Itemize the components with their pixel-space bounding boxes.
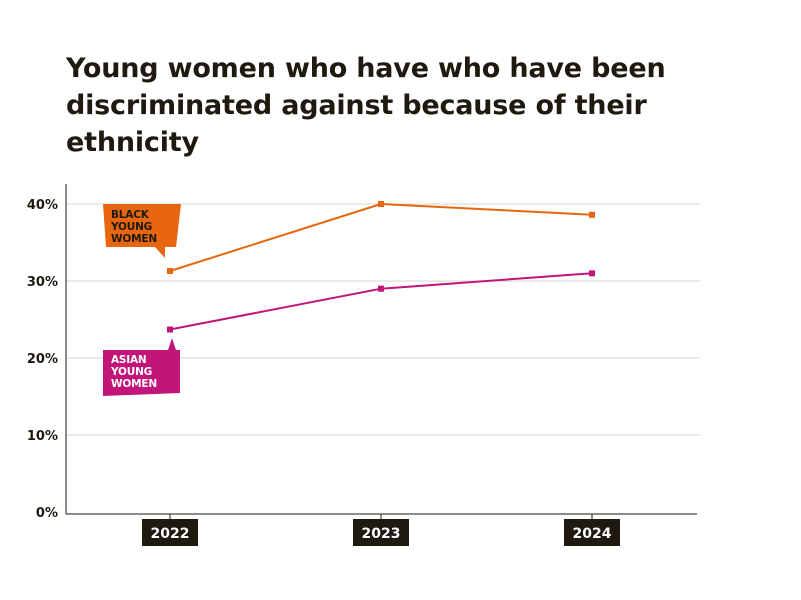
y-tick-label: 30% bbox=[27, 275, 58, 290]
series-line-1 bbox=[169, 272, 593, 331]
data-point-0-1 bbox=[378, 201, 384, 207]
x-tick-label: 2023 bbox=[362, 526, 401, 542]
y-tick-label: 20% bbox=[27, 352, 58, 367]
x-tick-2023: 2023 bbox=[353, 514, 409, 546]
y-tick-label: 0% bbox=[36, 506, 58, 521]
series-group bbox=[167, 201, 595, 333]
series-label-bubble bbox=[103, 204, 181, 258]
x-tick-2024: 2024 bbox=[564, 514, 620, 546]
x-axis-ticks: 2022 2023 2024 bbox=[142, 514, 620, 546]
data-point-0-0 bbox=[167, 267, 173, 274]
y-axis-ticks: 0% 10% 20% 30% 40% bbox=[27, 198, 58, 521]
series-label-text: WOMEN bbox=[111, 233, 157, 245]
series-label-text: YOUNG bbox=[110, 366, 152, 378]
x-tick-label: 2022 bbox=[151, 526, 190, 542]
series-label-text: YOUNG bbox=[110, 221, 152, 233]
data-point-1-0 bbox=[167, 326, 173, 333]
series-label-text: WOMEN bbox=[111, 378, 157, 390]
series-label-text: ASIAN bbox=[111, 354, 147, 366]
data-point-0-2 bbox=[589, 211, 595, 218]
y-tick-label: 40% bbox=[27, 198, 58, 213]
data-point-1-1 bbox=[378, 285, 384, 292]
x-tick-2022: 2022 bbox=[142, 514, 198, 546]
series-line-0 bbox=[169, 203, 593, 272]
x-tick-box bbox=[564, 519, 620, 546]
x-tick-box bbox=[353, 519, 409, 546]
series-label-text: BLACK bbox=[111, 209, 150, 221]
data-point-1-2 bbox=[589, 270, 595, 277]
series-label-bubble bbox=[103, 338, 180, 396]
x-tick-box bbox=[142, 519, 198, 546]
x-tick-label: 2024 bbox=[573, 526, 612, 542]
y-tick-label: 10% bbox=[27, 429, 58, 444]
chart-title: Young women who have who have been discr… bbox=[66, 53, 666, 158]
